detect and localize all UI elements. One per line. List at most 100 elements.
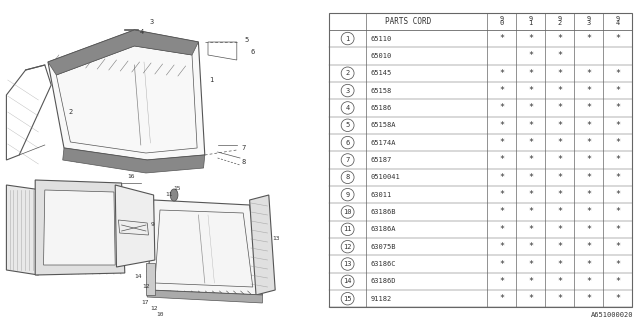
- Text: *: *: [615, 138, 620, 147]
- Text: 65186: 65186: [371, 105, 392, 111]
- Text: 1: 1: [346, 36, 349, 42]
- Text: *: *: [615, 190, 620, 199]
- Polygon shape: [48, 30, 205, 160]
- Polygon shape: [6, 185, 42, 275]
- Text: *: *: [586, 207, 591, 217]
- Text: *: *: [499, 173, 504, 182]
- Text: 0: 0: [499, 20, 504, 26]
- Text: 2: 2: [68, 109, 72, 115]
- Text: 8: 8: [346, 174, 349, 180]
- Text: 17: 17: [141, 300, 149, 305]
- Text: *: *: [499, 86, 504, 95]
- Text: 9: 9: [346, 192, 349, 198]
- Text: *: *: [528, 69, 533, 78]
- Text: *: *: [499, 225, 504, 234]
- Text: *: *: [528, 52, 533, 60]
- Text: *: *: [615, 207, 620, 217]
- Polygon shape: [63, 148, 205, 173]
- Text: *: *: [557, 86, 562, 95]
- Polygon shape: [250, 195, 275, 295]
- Text: 65187: 65187: [371, 157, 392, 163]
- Polygon shape: [147, 200, 262, 295]
- Text: 1: 1: [529, 20, 532, 26]
- Text: *: *: [499, 156, 504, 164]
- Text: *: *: [615, 121, 620, 130]
- Text: PARTS CORD: PARTS CORD: [385, 17, 431, 26]
- Text: *: *: [615, 294, 620, 303]
- Text: *: *: [586, 190, 591, 199]
- Text: 2: 2: [557, 20, 562, 26]
- Text: *: *: [557, 52, 562, 60]
- Text: 4: 4: [140, 29, 144, 35]
- Text: *: *: [528, 156, 533, 164]
- Text: *: *: [557, 121, 562, 130]
- Text: 63011: 63011: [371, 192, 392, 198]
- Text: 9: 9: [529, 16, 532, 22]
- Text: 9: 9: [587, 16, 591, 22]
- Text: *: *: [586, 121, 591, 130]
- Text: 14: 14: [344, 278, 352, 284]
- Text: 4: 4: [346, 105, 349, 111]
- Text: *: *: [557, 156, 562, 164]
- Text: *: *: [499, 138, 504, 147]
- Polygon shape: [115, 185, 155, 267]
- Text: *: *: [615, 242, 620, 251]
- Text: *: *: [615, 69, 620, 78]
- Text: *: *: [615, 156, 620, 164]
- Text: *: *: [615, 103, 620, 112]
- Circle shape: [170, 189, 178, 201]
- Text: 9: 9: [150, 222, 154, 228]
- Text: 65158A: 65158A: [371, 122, 396, 128]
- Text: *: *: [528, 86, 533, 95]
- Text: 65110: 65110: [371, 36, 392, 42]
- Text: 0510041: 0510041: [371, 174, 400, 180]
- Text: *: *: [557, 190, 562, 199]
- Text: 7: 7: [241, 145, 245, 151]
- Text: 10: 10: [344, 209, 352, 215]
- Text: 12: 12: [344, 244, 352, 250]
- Polygon shape: [44, 190, 115, 265]
- Text: 2: 2: [346, 70, 349, 76]
- Text: *: *: [499, 207, 504, 217]
- Text: 9: 9: [499, 16, 504, 22]
- Text: 91182: 91182: [371, 296, 392, 302]
- Text: *: *: [528, 260, 533, 268]
- Text: *: *: [557, 225, 562, 234]
- Text: 63186D: 63186D: [371, 278, 396, 284]
- Text: *: *: [499, 294, 504, 303]
- Text: *: *: [586, 103, 591, 112]
- Text: 65158: 65158: [371, 88, 392, 93]
- Text: *: *: [615, 86, 620, 95]
- Text: *: *: [615, 225, 620, 234]
- Text: *: *: [499, 103, 504, 112]
- Text: 6: 6: [251, 49, 255, 55]
- Text: *: *: [557, 173, 562, 182]
- Text: 65174A: 65174A: [371, 140, 396, 146]
- Text: 13: 13: [344, 261, 352, 267]
- Text: *: *: [586, 173, 591, 182]
- Polygon shape: [147, 290, 262, 303]
- Text: 14: 14: [134, 275, 141, 279]
- Text: *: *: [615, 34, 620, 43]
- Text: 63075B: 63075B: [371, 244, 396, 250]
- Text: *: *: [557, 242, 562, 251]
- Text: 5: 5: [244, 37, 248, 43]
- Text: *: *: [528, 173, 533, 182]
- Text: 3: 3: [150, 19, 154, 25]
- Text: *: *: [615, 277, 620, 286]
- Text: *: *: [586, 277, 591, 286]
- Text: *: *: [499, 190, 504, 199]
- Text: 9: 9: [557, 16, 562, 22]
- Text: *: *: [586, 86, 591, 95]
- Text: *: *: [499, 34, 504, 43]
- Text: *: *: [586, 242, 591, 251]
- Text: 9: 9: [616, 16, 620, 22]
- Text: *: *: [586, 138, 591, 147]
- Text: 3: 3: [587, 20, 591, 26]
- Text: *: *: [586, 225, 591, 234]
- Text: 15: 15: [173, 187, 180, 191]
- Text: 6: 6: [346, 140, 349, 146]
- Text: 13: 13: [273, 236, 280, 241]
- Text: *: *: [528, 294, 533, 303]
- Text: 63186C: 63186C: [371, 261, 396, 267]
